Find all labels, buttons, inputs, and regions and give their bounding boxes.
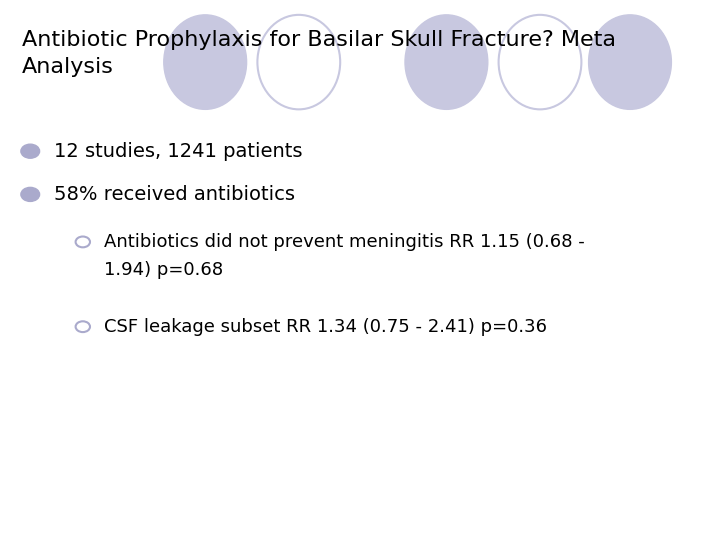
Circle shape bbox=[21, 144, 40, 158]
Ellipse shape bbox=[498, 15, 582, 109]
Circle shape bbox=[21, 187, 40, 201]
Circle shape bbox=[76, 321, 90, 332]
Text: Antibiotics did not prevent meningitis RR 1.15 (0.68 -: Antibiotics did not prevent meningitis R… bbox=[104, 233, 585, 251]
Ellipse shape bbox=[589, 15, 671, 109]
Circle shape bbox=[76, 237, 90, 247]
Ellipse shape bbox=[258, 15, 340, 109]
Text: CSF leakage subset RR 1.34 (0.75 - 2.41) p=0.36: CSF leakage subset RR 1.34 (0.75 - 2.41)… bbox=[104, 318, 547, 336]
Text: 12 studies, 1241 patients: 12 studies, 1241 patients bbox=[54, 141, 302, 161]
Ellipse shape bbox=[405, 15, 488, 109]
Text: 58% received antibiotics: 58% received antibiotics bbox=[54, 185, 295, 204]
Text: Antibiotic Prophylaxis for Basilar Skull Fracture? Meta: Antibiotic Prophylaxis for Basilar Skull… bbox=[22, 30, 616, 50]
Text: Analysis: Analysis bbox=[22, 57, 114, 77]
Text: 1.94) p=0.68: 1.94) p=0.68 bbox=[104, 261, 223, 279]
Ellipse shape bbox=[163, 15, 246, 109]
